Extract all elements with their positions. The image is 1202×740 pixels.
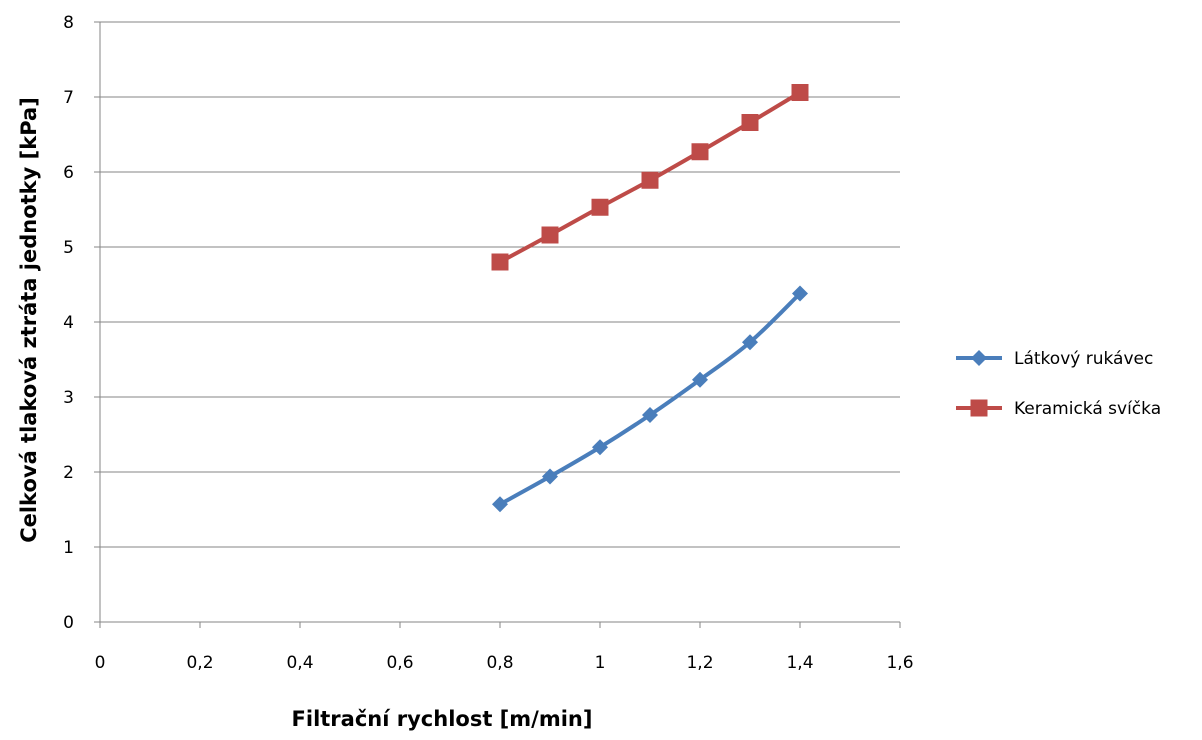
x-tick-label: 1,2 <box>686 653 713 673</box>
data-point <box>742 334 758 351</box>
data-point <box>542 468 558 485</box>
series-line <box>499 292 802 506</box>
x-tick-label: 0 <box>95 653 106 673</box>
x-axis-title: Filtrační rychlost [m/min] <box>292 707 593 731</box>
y-tick-label: 2 <box>63 463 74 483</box>
y-tick-label: 4 <box>63 313 74 333</box>
axes: 0 1 2 3 4 5 6 7 8 0 0,2 0,4 0,6 0,8 1 1,2 1,4 1,6 <box>63 13 913 673</box>
legend-entry-0: Látkový rukávec <box>956 349 1153 369</box>
series-1 <box>491 84 809 271</box>
gridlines <box>100 21 900 548</box>
data-point <box>692 371 708 388</box>
data-point <box>741 114 759 131</box>
x-tick-label: 0,2 <box>186 653 213 673</box>
y-tick-label: 8 <box>63 13 74 33</box>
x-tick-label: 1,4 <box>786 653 813 673</box>
series-0 <box>492 285 808 513</box>
x-tick-label: 1,6 <box>886 653 913 673</box>
y-tick-label: 0 <box>63 613 74 633</box>
data-point <box>592 439 608 456</box>
data-point <box>792 285 808 302</box>
legend: Látkový rukávec Keramická svíčka <box>956 349 1161 419</box>
y-tick-label: 3 <box>63 388 74 408</box>
legend-marker <box>970 399 988 417</box>
data-point <box>641 171 659 189</box>
data-point <box>491 253 509 271</box>
data-point <box>492 496 508 513</box>
data-point <box>691 143 709 161</box>
data-point <box>591 198 609 216</box>
data-point <box>791 84 809 101</box>
data-point <box>541 226 559 244</box>
x-tick-label: 0,4 <box>286 653 313 673</box>
y-tick-label: 5 <box>63 238 74 258</box>
legend-marker <box>971 350 987 366</box>
data-point <box>642 407 658 423</box>
series-group <box>491 84 809 513</box>
y-axis-title: Celková tlaková ztráta jednotky [kPa] <box>17 97 41 543</box>
legend-label: Látkový rukávec <box>1014 349 1153 369</box>
y-tick-label: 6 <box>63 163 74 183</box>
legend-label: Keramická svíčka <box>1014 399 1161 419</box>
x-tick-label: 0,6 <box>386 653 413 673</box>
y-tick-label: 7 <box>63 88 74 108</box>
x-tick-label: 1 <box>595 653 606 673</box>
y-tick-label: 1 <box>63 538 74 558</box>
x-tick-label: 0,8 <box>486 653 513 673</box>
legend-entry-1: Keramická svíčka <box>956 399 1161 419</box>
